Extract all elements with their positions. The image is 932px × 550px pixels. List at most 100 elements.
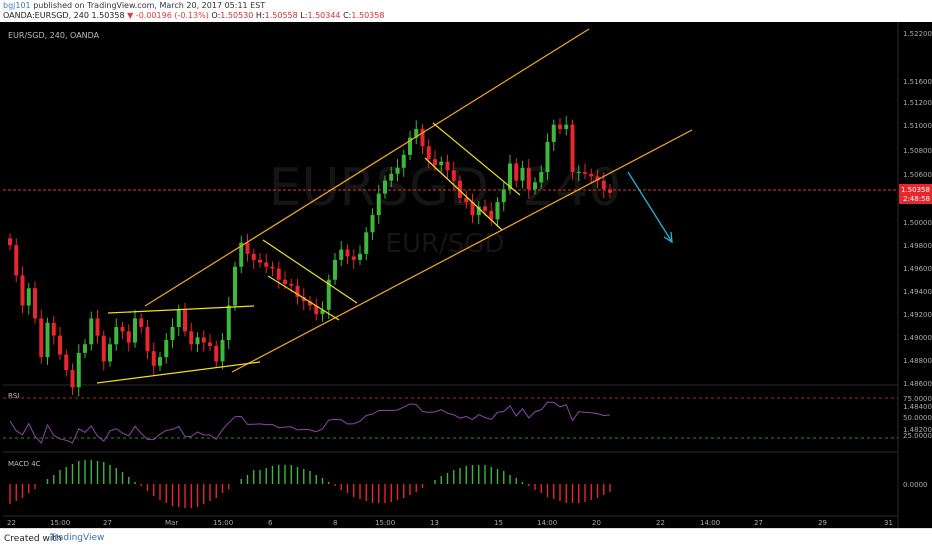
trend-channel[interactable] [144,28,693,373]
candle-body[interactable] [520,167,525,181]
candle-body[interactable] [195,337,200,345]
candle-body[interactable] [139,318,144,328]
candle-body[interactable] [583,172,587,174]
candle-body[interactable] [245,242,250,254]
candle-body[interactable] [564,124,569,130]
candle-body[interactable] [8,238,12,246]
candle-body[interactable] [608,189,612,193]
author-link[interactable]: bgj101 [3,1,31,10]
candle-body[interactable] [89,318,94,345]
time-axis[interactable]: 22 15:00 27 Mar 15:00 6 8 15:00 13 15 14… [7,519,893,527]
candle-body[interactable] [39,318,44,358]
candle-body[interactable] [64,354,69,371]
candle-body[interactable] [370,215,375,233]
candle-body[interactable] [70,370,75,388]
candle-body[interactable] [170,327,175,340]
candle-body[interactable] [101,335,106,362]
candle-body[interactable] [558,124,562,130]
candle-body[interactable] [58,335,62,355]
candle-body[interactable] [339,249,344,260]
candle-body[interactable] [501,189,506,203]
candle-body[interactable] [20,275,25,306]
candle-body[interactable] [145,327,150,352]
candle-body[interactable] [233,266,237,306]
candle-body[interactable] [389,173,394,181]
candle-body[interactable] [308,301,312,306]
candle-body[interactable] [476,206,481,216]
candle-body[interactable] [276,268,281,280]
candle-body[interactable] [164,339,169,358]
candle-body[interactable] [120,327,125,332]
candle-body[interactable] [283,279,287,284]
candle-body[interactable] [458,180,462,198]
candle-body[interactable] [483,206,487,211]
candle-body[interactable] [26,288,31,306]
candle-body[interactable] [470,202,475,216]
candle-body[interactable] [314,305,319,315]
candle-body[interactable] [208,342,212,346]
candle-body[interactable] [214,345,219,362]
flag1-upper-line[interactable] [262,239,358,304]
candle-body[interactable] [295,285,300,297]
candle-body[interactable] [333,259,337,280]
candle-body[interactable] [539,172,544,183]
candle-body[interactable] [95,318,100,336]
flag2-upper-line[interactable] [432,122,521,196]
candle-body[interactable] [364,232,369,254]
candle-body[interactable] [151,351,156,366]
flag1-lower-line[interactable] [267,275,340,321]
candle-body[interactable] [595,176,600,181]
candle-body[interactable] [576,172,581,174]
candle-body[interactable] [176,309,181,328]
candle-body[interactable] [420,129,425,147]
wedge-lower-line[interactable] [96,361,261,384]
channel-upper-line[interactable] [144,28,590,307]
candle-body[interactable] [495,202,500,220]
candle-body[interactable] [320,309,325,315]
candle-body[interactable] [570,124,575,173]
candles[interactable] [8,116,612,397]
candle-body[interactable] [601,180,606,190]
candle-body[interactable] [76,352,81,388]
candle-body[interactable] [133,318,137,343]
channel-lower-line[interactable] [231,129,693,373]
chart-canvas[interactable]: EURSGD, 240 EUR/SGD EUR/SGD, 240, OANDA … [0,22,932,528]
wedge-upper-line[interactable] [107,305,255,314]
candle-body[interactable] [183,309,187,332]
candle-body[interactable] [351,256,356,260]
candle-body[interactable] [414,129,419,138]
candle-body[interactable] [345,249,350,257]
flag-patterns[interactable] [96,122,521,384]
candle-body[interactable] [545,141,550,173]
candle-body[interactable] [408,137,412,155]
candle-body[interactable] [189,331,194,345]
candle-body[interactable] [289,283,294,286]
candle-body[interactable] [83,344,87,353]
candle-body[interactable] [14,245,19,276]
candle-body[interactable] [108,344,112,362]
candle-body[interactable] [383,180,387,194]
candle-body[interactable] [376,193,381,216]
candle-body[interactable] [51,322,56,336]
candle-body[interactable] [358,253,362,260]
candle-body[interactable] [464,197,469,203]
projection-arrow-icon[interactable] [627,171,673,244]
candle-body[interactable] [589,173,594,177]
candle-body[interactable] [551,124,556,142]
candle-body[interactable] [433,159,437,166]
candle-body[interactable] [533,182,537,190]
candle-body[interactable] [508,163,512,190]
candle-body[interactable] [426,146,431,160]
candle-body[interactable] [33,288,37,319]
candle-body[interactable] [270,266,275,269]
candle-body[interactable] [258,259,262,263]
candle-body[interactable] [158,357,162,366]
candle-body[interactable] [301,296,306,302]
candle-body[interactable] [395,167,400,174]
chart-area[interactable]: EURSGD, 240 EUR/SGD EUR/SGD, 240, OANDA … [0,22,932,528]
candle-body[interactable] [114,327,119,345]
candle-body[interactable] [126,331,131,343]
candle-body[interactable] [45,322,50,358]
price-axis[interactable]: 1.52200 1.51600 1.51200 1.51000 1.50800 … [903,30,932,434]
candle-body[interactable] [220,339,225,362]
